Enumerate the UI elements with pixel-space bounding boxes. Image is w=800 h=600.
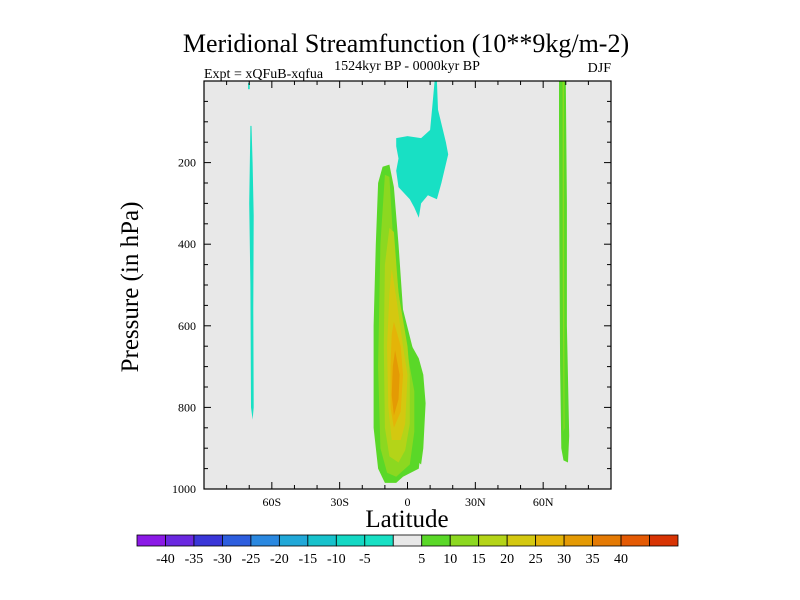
chart-title: Meridional Streamfunction (10**9kg/m-2)	[183, 29, 629, 58]
x-tick-label: 30N	[465, 495, 486, 509]
colorbar-swatch	[563, 534, 593, 547]
colorbar-label: -10	[327, 552, 346, 567]
plot-area	[204, 81, 611, 489]
x-tick-label: 30S	[330, 495, 349, 509]
colorbar: -40 -35 -30 -25 -20 -15 -10 -5 5 10 15 20 25 30 35 40	[136, 534, 679, 567]
y-tick-label: 200	[178, 156, 196, 170]
colorbar-swatch	[136, 534, 166, 547]
colorbar-swatch	[165, 534, 195, 547]
contour-region-tropical-positive-30	[391, 350, 400, 416]
colorbar-label: 35	[586, 552, 600, 567]
contour-region-nh-positive-core	[562, 81, 565, 432]
y-tick-label: 600	[178, 319, 196, 333]
colorbar-swatch	[335, 534, 366, 547]
colorbar-label: 10	[443, 552, 457, 567]
colorbar-swatch	[392, 534, 423, 547]
colorbar-label: -30	[213, 552, 232, 567]
colorbar-label: 30	[557, 552, 571, 567]
colorbar-swatch	[278, 534, 309, 547]
x-tick-label: 0	[405, 495, 411, 509]
colorbar-label: 15	[472, 552, 486, 567]
contour-region-sh-negative-strip-2	[249, 125, 254, 420]
colorbar-label: 5	[418, 552, 425, 567]
colorbar-swatch	[506, 534, 537, 547]
colorbar-label: -25	[242, 552, 261, 567]
colorbar-label: 25	[529, 552, 543, 567]
axes: 60S 30S 0 30N 60N 200 400 600 800 1000	[172, 80, 612, 509]
x-tick-label: 60N	[533, 495, 554, 509]
season-label: DJF	[588, 61, 612, 76]
x-axis-label: Latitude	[365, 506, 448, 533]
colorbar-label: -40	[156, 552, 175, 567]
colorbar-swatch	[620, 534, 650, 547]
colorbar-swatch	[421, 534, 451, 547]
period-label: 1524kyr BP - 0000kyr BP	[334, 59, 480, 74]
colorbar-label: -5	[359, 552, 371, 567]
y-tick-label: 800	[178, 400, 196, 414]
colorbar-label: -20	[270, 552, 289, 567]
colorbar-swatch	[307, 534, 337, 547]
colorbar-swatch	[250, 534, 280, 547]
colorbar-label: -15	[299, 552, 318, 567]
y-tick-label: 1000	[172, 482, 196, 496]
colorbar-swatch	[535, 534, 565, 547]
colorbar-swatch	[649, 534, 679, 547]
colorbar-label: 40	[614, 552, 628, 567]
colorbar-swatch	[449, 534, 480, 547]
colorbar-swatch	[193, 534, 223, 547]
x-tick-label: 60S	[262, 495, 281, 509]
y-tick-label: 400	[178, 237, 196, 251]
contour-region-upper-trop-negative	[396, 81, 449, 218]
colorbar-swatch	[592, 534, 622, 547]
colorbar-swatch	[478, 534, 508, 547]
y-axis-label: Pressure (in hPa)	[117, 202, 144, 373]
colorbar-label: -35	[185, 552, 204, 567]
colorbar-label: 20	[500, 552, 514, 567]
colorbar-swatch	[222, 534, 252, 547]
experiment-label: Expt = xQFuB-xqfua	[204, 67, 324, 82]
contour-region-tropical-positive-5-east	[412, 346, 426, 465]
colorbar-swatch	[364, 534, 394, 547]
